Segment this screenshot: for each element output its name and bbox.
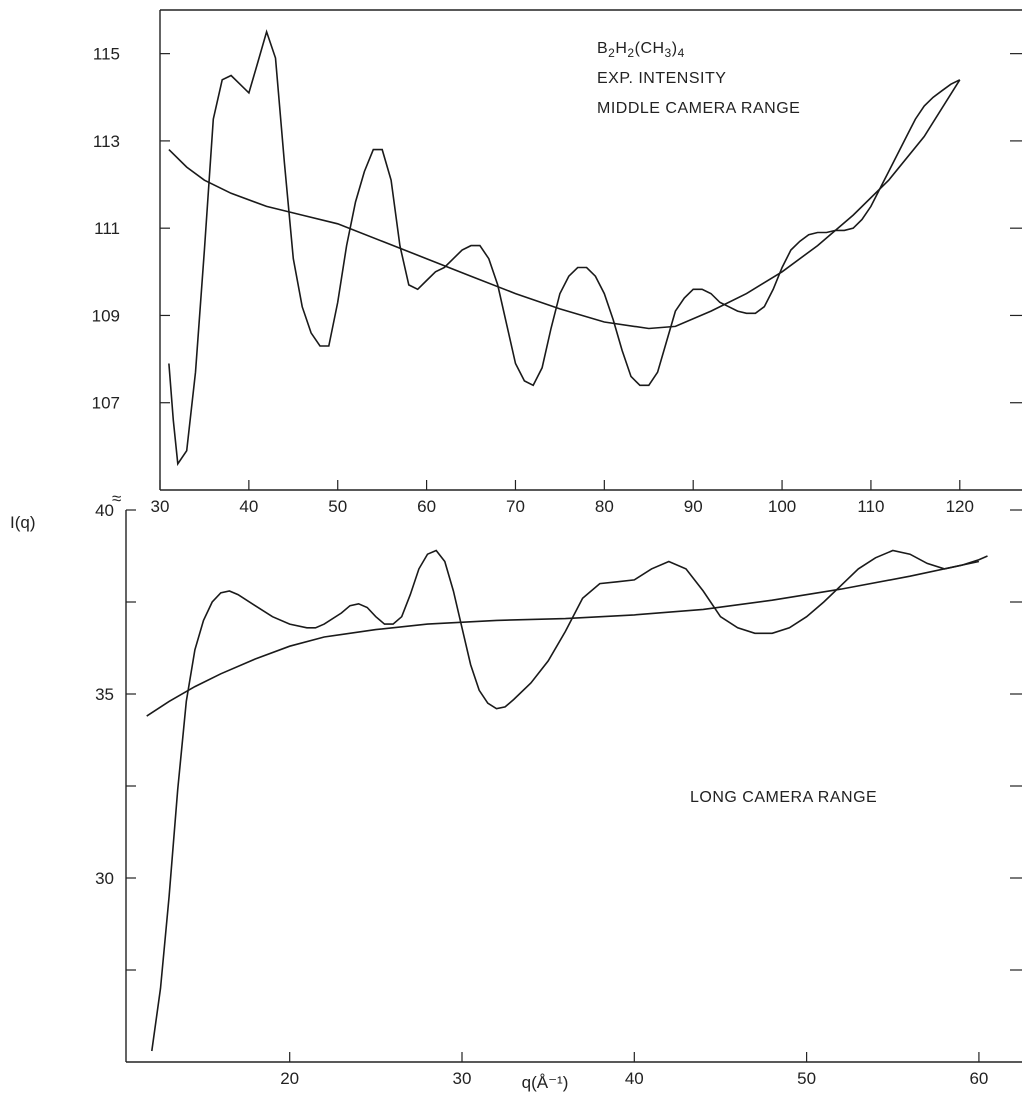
y-tick-label: 35 (95, 685, 114, 704)
middle-camera-panel: 30 40 50 60 70 80 90 100 110 120 107 109 111 113 115 B2… (92, 9, 1022, 516)
y-tick-label: 40 (95, 501, 114, 520)
intensity-curve (168, 29, 961, 467)
x-tick-label: 100 (768, 497, 796, 516)
x-tick-label: 90 (684, 497, 703, 516)
long-camera-panel: 20 30 40 50 60 30 35 40 LONG CAMERA RANGE (95, 501, 1022, 1088)
x-tick-label: 60 (969, 1069, 988, 1088)
y-tick-label: 111 (94, 219, 120, 238)
y-tick-label: 109 (92, 306, 120, 325)
x-axis-label: q(Å⁻¹) (522, 1073, 569, 1092)
y-tick-label: 30 (95, 869, 114, 888)
background-curve (146, 560, 980, 717)
y-tick-label: 107 (92, 394, 120, 413)
annotation-line: LONG CAMERA RANGE (690, 789, 877, 806)
x-tick-label: 110 (857, 497, 884, 516)
background-curve (168, 79, 961, 330)
intensity-curve (151, 549, 988, 1052)
y-tick-label: 113 (93, 132, 120, 151)
x-tick-label: 30 (453, 1069, 472, 1088)
x-tick-label: 120 (946, 497, 974, 516)
x-tick-label: 50 (797, 1069, 816, 1088)
x-tick-label: 60 (417, 497, 436, 516)
x-tick-label: 80 (595, 497, 614, 516)
y-tick-label: 115 (93, 45, 120, 64)
x-tick-label: 50 (328, 497, 347, 516)
y-axis-label: I(q) (10, 513, 36, 532)
x-tick-label: 40 (239, 497, 258, 516)
x-tick-label: 40 (625, 1069, 644, 1088)
x-tick-label: 30 (151, 497, 170, 516)
annotation-line: EXP. INTENSITY (597, 70, 726, 87)
x-tick-label: 20 (280, 1069, 299, 1088)
annotation-line: MIDDLE CAMERA RANGE (597, 100, 800, 117)
x-tick-label: 70 (506, 497, 525, 516)
axis-break-marker: ≈ (112, 489, 121, 508)
annotation-formula: B2H2(CH3)4 (597, 40, 685, 60)
